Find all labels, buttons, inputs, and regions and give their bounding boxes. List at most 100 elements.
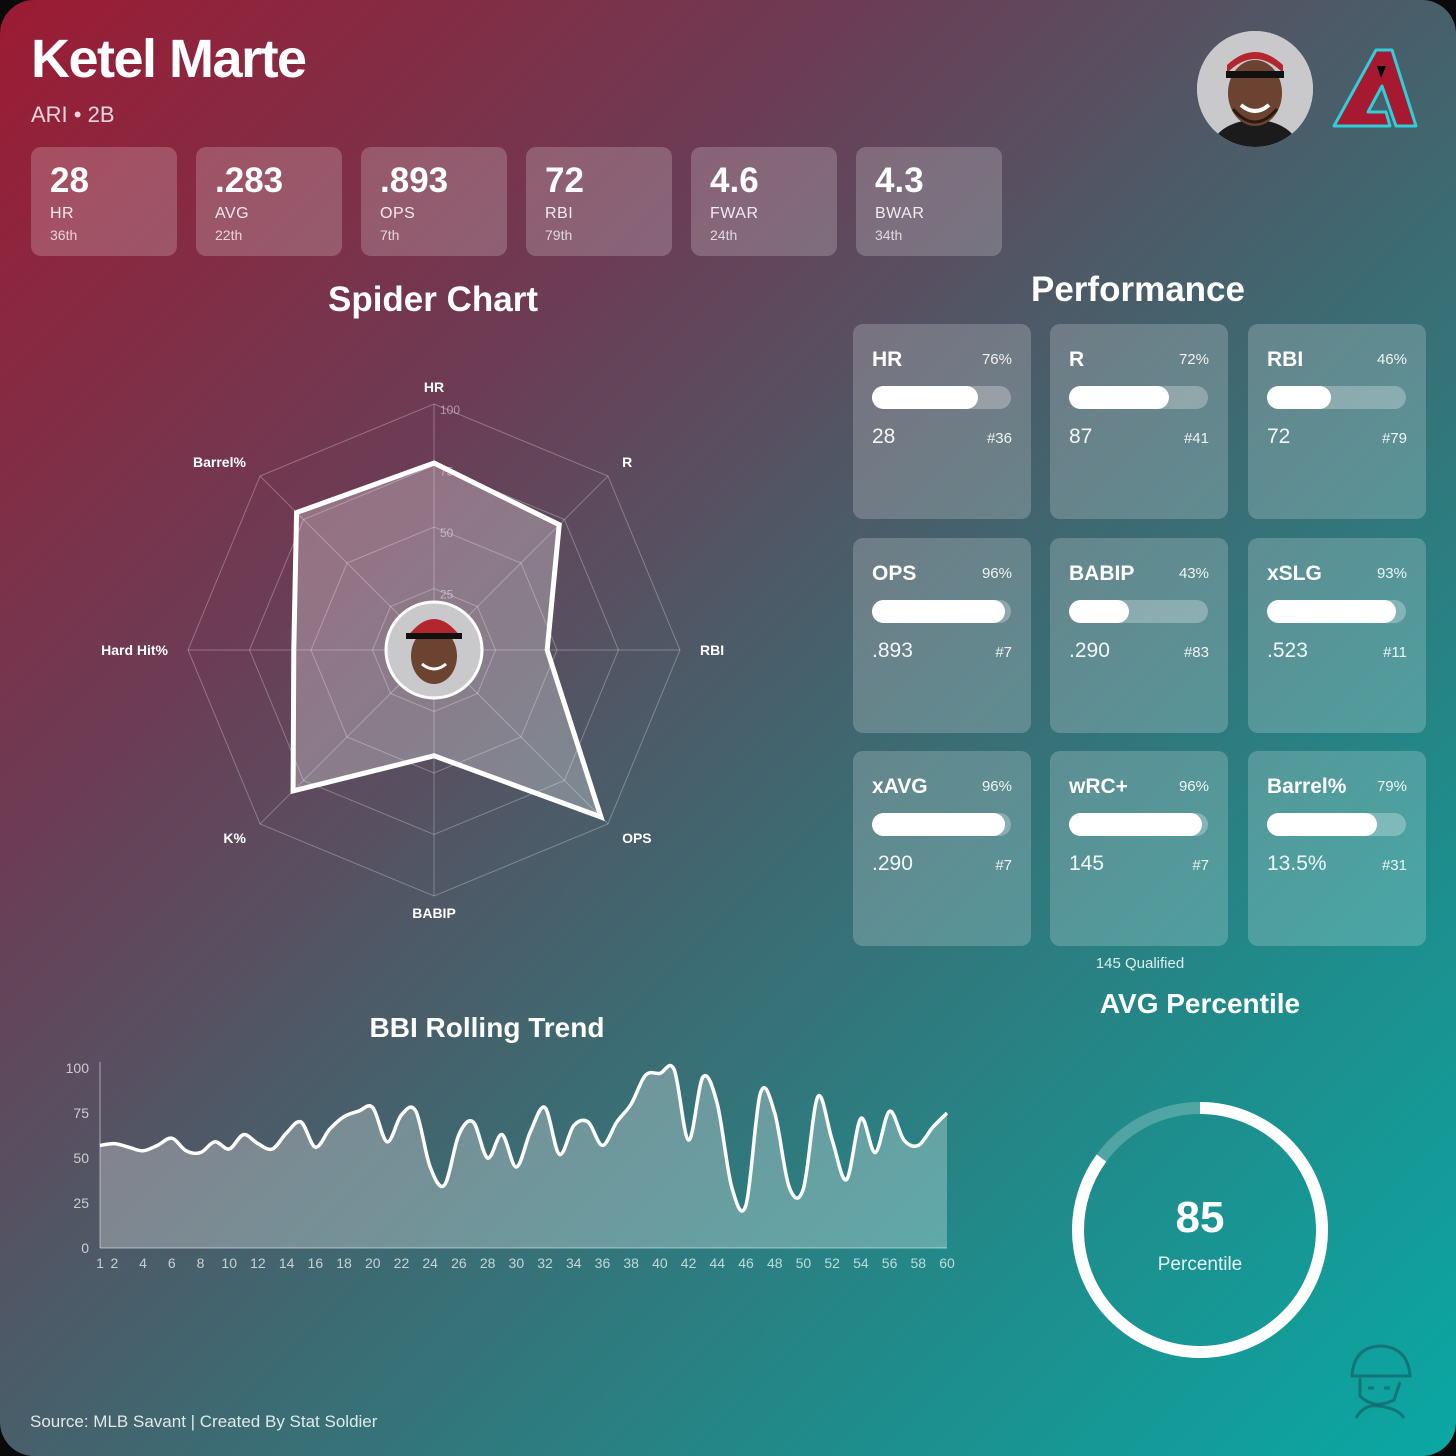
- footer-source: Source: MLB Savant | Created By Stat Sol…: [30, 1412, 378, 1431]
- x-tick-label: 22: [394, 1255, 410, 1271]
- perf-percentile: 43%: [1178, 565, 1209, 582]
- perf-metric-name: xAVG: [872, 775, 928, 798]
- perf-bar-fill: [872, 600, 1006, 623]
- perf-value: .290: [1069, 639, 1110, 662]
- perf-card-xslg: xSLG 93% .523 #11: [1248, 538, 1426, 733]
- y-tick-label: 0: [81, 1240, 89, 1256]
- x-tick-label: 24: [422, 1255, 438, 1271]
- stat-value: .283: [215, 161, 284, 200]
- x-tick-label: 14: [279, 1255, 295, 1271]
- perf-card-ops: OPS 96% .893 #7: [853, 538, 1031, 733]
- perf-bar-track: [1267, 386, 1406, 409]
- perf-card-hr: HR 76% 28 #36: [853, 324, 1031, 519]
- stat-label: RBI: [545, 205, 574, 222]
- stat-rank: 24th: [710, 227, 738, 243]
- perf-bar-fill: [872, 813, 1006, 836]
- radar-axis-label: Hard Hit%: [101, 642, 168, 658]
- x-tick-label: 40: [652, 1255, 668, 1271]
- trend-line: [99, 1063, 949, 1213]
- perf-card-barrel-pct: Barrel% 79% 13.5% #31: [1248, 751, 1426, 946]
- perf-value: 28: [872, 425, 896, 448]
- stat-label: OPS: [380, 205, 416, 222]
- player-name: Ketel Marte: [31, 29, 307, 89]
- x-tick-label: 28: [480, 1255, 496, 1271]
- perf-bar-track: [872, 386, 1011, 409]
- perf-bar-fill: [1069, 386, 1170, 409]
- stat-label: AVG: [215, 205, 250, 222]
- perf-metric-name: Barrel%: [1267, 775, 1347, 798]
- x-tick-label: 10: [221, 1255, 237, 1271]
- stat-card-hr: 28 HR 36th: [31, 147, 177, 256]
- perf-bar-track: [872, 813, 1011, 836]
- stat-card-fwar: 4.6 FWAR 24th: [691, 147, 837, 256]
- radar-ring: [248, 464, 620, 836]
- perf-rank: #7: [995, 644, 1012, 661]
- perf-percentile: 93%: [1376, 565, 1407, 582]
- perf-percentile: 72%: [1178, 351, 1209, 368]
- performance-title: Performance: [1031, 270, 1245, 309]
- x-tick-label: 36: [595, 1255, 611, 1271]
- perf-rank: #83: [1183, 644, 1209, 661]
- stat-rank: 34th: [875, 227, 903, 243]
- perf-bar-fill: [872, 386, 978, 409]
- radar-axis-label: BABIP: [412, 905, 456, 921]
- stat-label: FWAR: [710, 205, 759, 222]
- x-tick-label: 4: [139, 1255, 147, 1271]
- perf-percentile: 79%: [1376, 778, 1407, 795]
- perf-value: 13.5%: [1267, 852, 1327, 875]
- gauge-value: 85: [1176, 1193, 1225, 1242]
- perf-bar-fill: [1267, 600, 1397, 623]
- x-tick-label: 38: [623, 1255, 639, 1271]
- x-tick-label: 46: [738, 1255, 754, 1271]
- perf-percentile: 76%: [981, 351, 1012, 368]
- perf-bar-track: [1267, 813, 1406, 836]
- stat-card-bwar: 4.3 BWAR 34th: [856, 147, 1002, 256]
- x-tick-label: 34: [566, 1255, 582, 1271]
- stat-value: 4.3: [875, 161, 924, 200]
- trend-chart-title: BBI Rolling Trend: [369, 1012, 605, 1043]
- perf-card-wrc-plus: wRC+ 96% 145 #7: [1050, 751, 1228, 946]
- perf-rank: #7: [1192, 857, 1209, 874]
- stat-rank: 7th: [380, 227, 400, 243]
- perf-card-r: R 72% 87 #41: [1050, 324, 1228, 519]
- perf-percentile: 96%: [981, 778, 1012, 795]
- perf-metric-name: BABIP: [1069, 562, 1135, 585]
- x-tick-label: 12: [250, 1255, 266, 1271]
- perf-bar-fill: [1069, 813, 1203, 836]
- perf-bar-track: [1069, 386, 1208, 409]
- perf-value: .523: [1267, 639, 1308, 662]
- perf-rank: #79: [1381, 430, 1407, 447]
- perf-card-babip: BABIP 43% .290 #83: [1050, 538, 1228, 733]
- perf-bar-track: [1069, 600, 1208, 623]
- stat-value: 72: [545, 161, 584, 200]
- y-tick-label: 25: [73, 1195, 89, 1211]
- perf-bar-track: [1267, 600, 1406, 623]
- stat-card-ops: .893 OPS 7th: [361, 147, 507, 256]
- qualified-count: 145 Qualified: [1095, 955, 1185, 972]
- gauge-caption: Percentile: [1158, 1254, 1243, 1275]
- stat-value: .893: [380, 161, 449, 200]
- gauge-arc: [1072, 1102, 1328, 1358]
- radar-axis-label: OPS: [622, 830, 652, 846]
- perf-card-xavg: xAVG 96% .290 #7: [853, 751, 1031, 946]
- radar-center-avatar: [384, 600, 484, 700]
- perf-metric-name: RBI: [1267, 348, 1304, 371]
- player-team-position: ARI • 2B: [31, 102, 115, 127]
- stat-rank: 22th: [215, 227, 243, 243]
- perf-bar-fill: [1267, 813, 1377, 836]
- x-tick-label: 48: [767, 1255, 783, 1271]
- perf-value: 72: [1267, 425, 1291, 448]
- spider-chart: 255075100HRRRBIOPSBABIPK%Hard Hit%Barrel…: [101, 379, 724, 921]
- radar-ring: [310, 526, 558, 774]
- radar-ring: [187, 403, 681, 897]
- perf-metric-name: xSLG: [1267, 562, 1322, 585]
- perf-rank: #7: [995, 857, 1012, 874]
- radar-axis-label: K%: [223, 830, 246, 846]
- x-tick-label: 44: [710, 1255, 726, 1271]
- radar-ring-label: 25: [440, 588, 454, 602]
- perf-value: 145: [1069, 852, 1105, 875]
- perf-metric-name: OPS: [872, 562, 917, 585]
- perf-bar-fill: [1069, 600, 1129, 623]
